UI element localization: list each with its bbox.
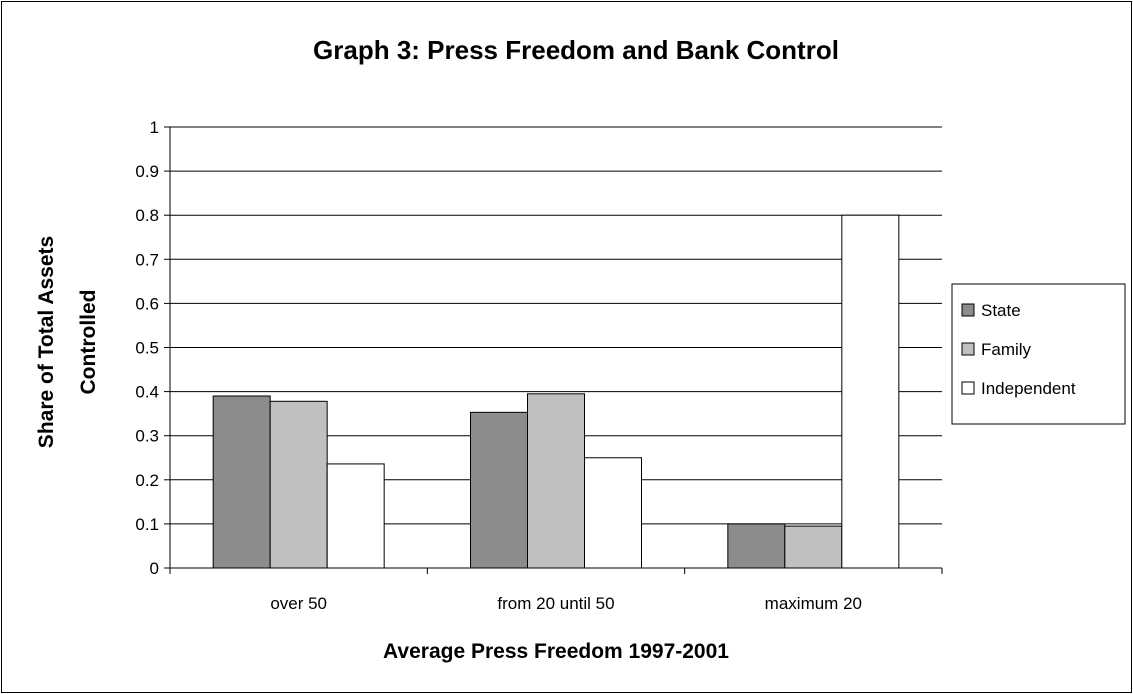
bar-family-2 [527,393,585,569]
bar-independent-3 [841,214,900,569]
legend-label-family: Family [981,340,1032,359]
x-tick-label: from 20 until 50 [497,594,614,613]
y-tick-label: 0.4 [135,383,159,402]
legend-box [951,283,1126,425]
bar-independent-2 [584,457,642,569]
bar-independent-1 [326,463,385,569]
y-tick-label: 0.7 [135,250,159,269]
x-tick-label: maximum 20 [765,594,862,613]
y-tick-label: 0.2 [135,471,159,490]
bar-state-1 [212,395,271,569]
y-tick-label: 0.1 [135,515,159,534]
bar-family-3 [784,525,843,569]
y-axis-title: Share of Total Assets Controlled [35,236,100,448]
x-axis-title: Average Press Freedom 1997-2001 [383,640,729,663]
bar-state-2 [470,411,528,569]
y-tick-label: 0.9 [135,162,159,181]
y-axis-title-line-1: Share of Total Assets [35,236,58,448]
legend-swatch-independent [961,381,975,395]
bar-state-3 [727,523,786,569]
legend-label-state: State [981,301,1021,320]
y-tick-label: 0 [150,559,159,578]
x-tick-labels: over 50 from 20 until 50 maximum 20 [270,594,862,613]
axes [164,126,943,574]
y-tick-label: 0.8 [135,206,159,225]
y-tick-label: 1 [150,118,159,137]
y-tick-label: 0.3 [135,427,159,446]
x-tick-label: over 50 [270,594,327,613]
bar-family-1 [269,400,328,569]
y-tick-label: 0.6 [135,294,159,313]
legend-swatch-family [961,342,975,356]
legend-label-independent: Independent [981,379,1076,398]
y-tick-label: 0.5 [135,339,159,358]
y-axis-title-line-2: Controlled [77,290,100,395]
y-tick-labels: 0 0.1 0.2 0.3 0.4 0.5 0.6 0.7 0.8 0.9 1 [135,118,159,578]
chart-title: Graph 3: Press Freedom and Bank Control [313,35,839,65]
legend-swatch-state [961,303,975,317]
legend: State Family Independent [951,283,1126,425]
